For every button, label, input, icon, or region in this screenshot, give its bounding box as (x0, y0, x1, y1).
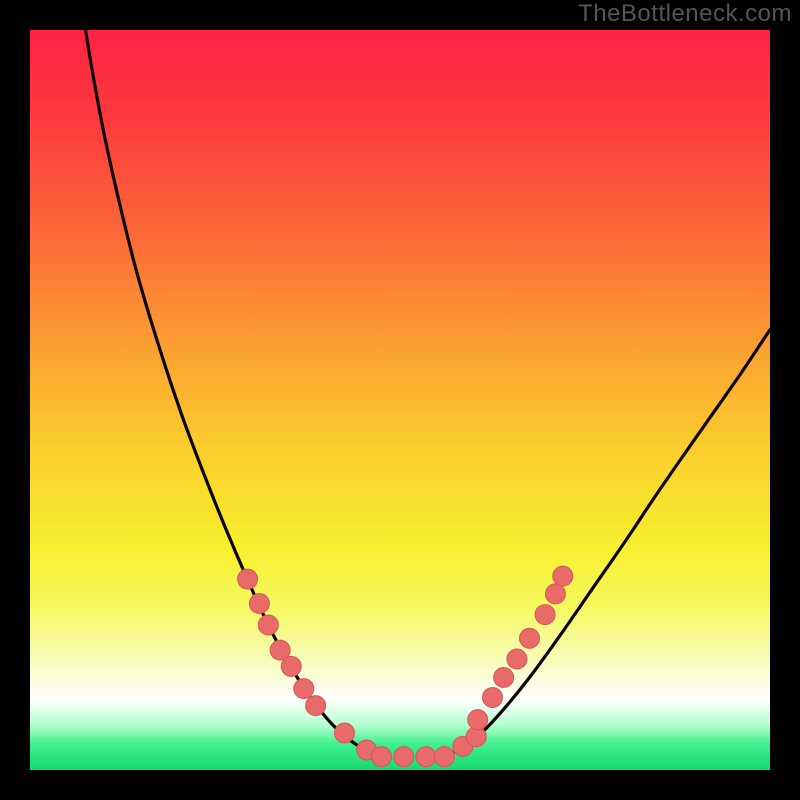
data-marker (249, 594, 269, 614)
data-marker (306, 696, 326, 716)
data-marker (494, 668, 514, 688)
watermark-text: TheBottleneck.com (578, 0, 792, 28)
data-marker (335, 723, 355, 743)
data-marker (416, 747, 436, 767)
data-marker (258, 615, 278, 635)
data-marker (520, 628, 540, 648)
data-marker (281, 656, 301, 676)
data-marker (507, 649, 527, 669)
data-marker (394, 747, 414, 767)
data-marker (372, 747, 392, 767)
data-marker (553, 566, 573, 586)
data-marker (483, 687, 503, 707)
data-marker (545, 584, 565, 604)
bottleneck-chart (0, 0, 800, 800)
data-marker (294, 679, 314, 699)
data-marker (468, 710, 488, 730)
plot-background (30, 30, 770, 770)
data-marker (238, 569, 258, 589)
data-marker (434, 747, 454, 767)
data-marker (535, 605, 555, 625)
